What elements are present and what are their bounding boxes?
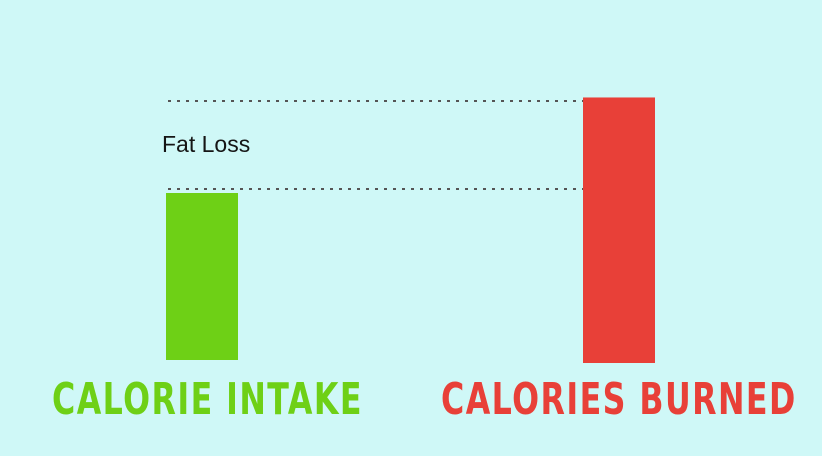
category-label-burned: CALORIES BURNED — [441, 374, 797, 425]
bar-calorie-intake — [166, 193, 238, 360]
fat-loss-annotation: Fat Loss — [162, 131, 251, 157]
bar-calories-burned — [583, 97, 655, 363]
category-label-intake: CALORIE INTAKE — [52, 374, 363, 425]
